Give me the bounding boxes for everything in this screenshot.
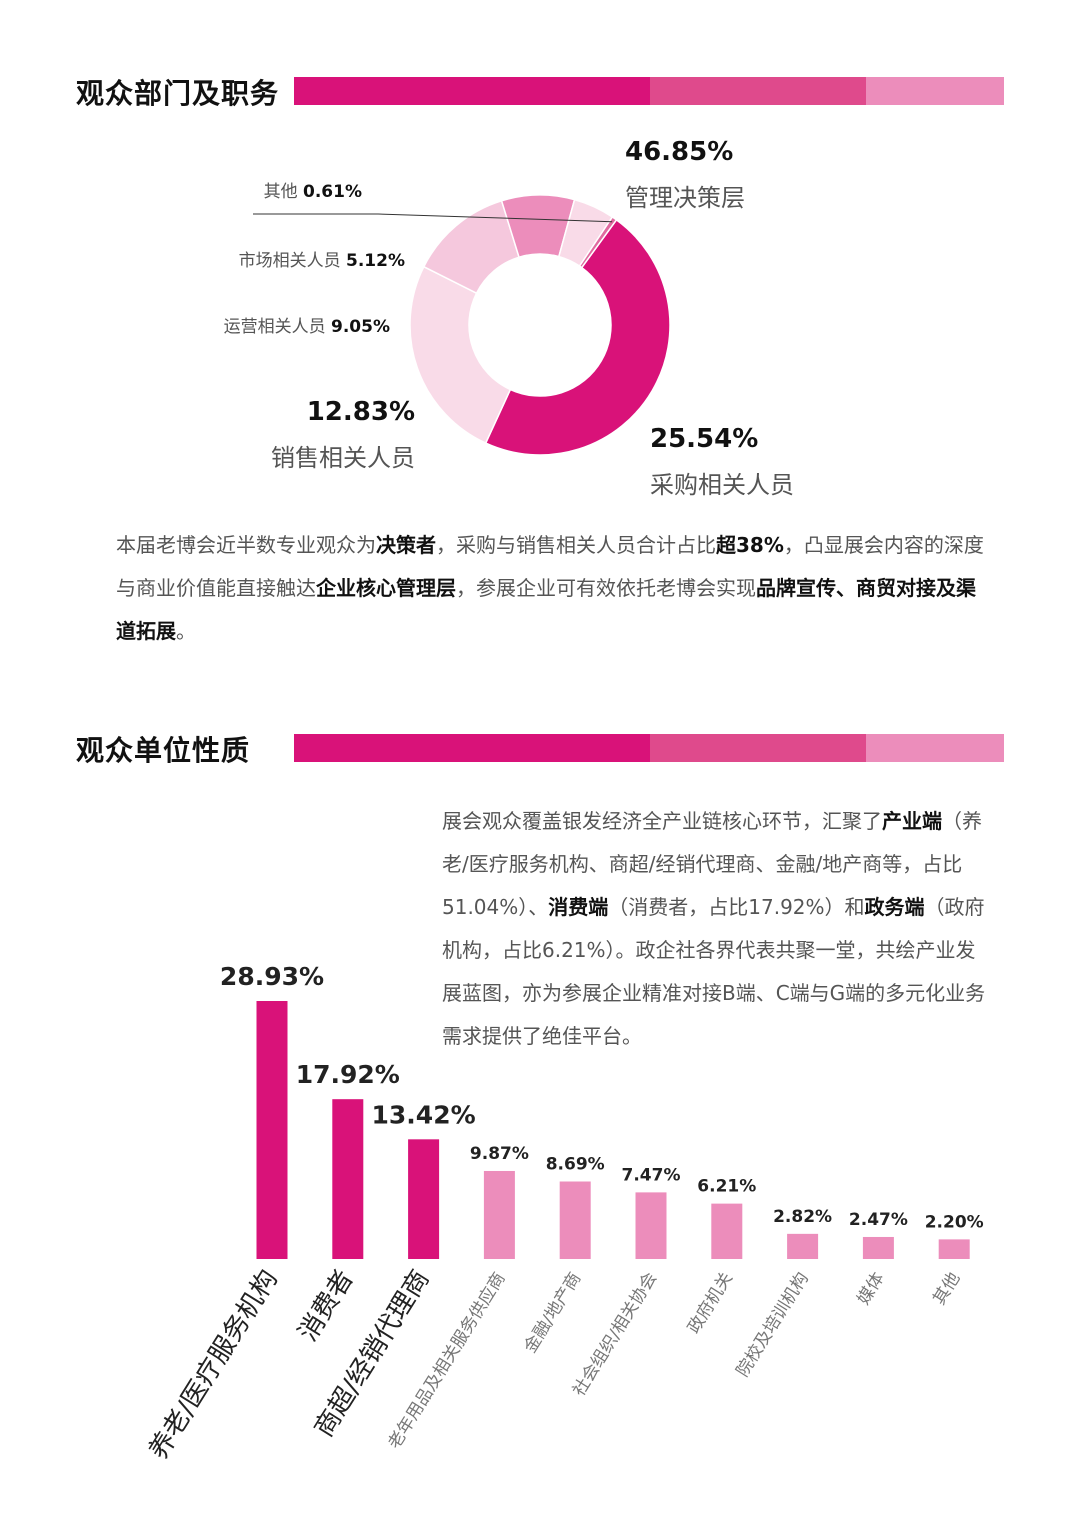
donut-small-label: 市场相关人员 5.12% [239, 251, 405, 271]
bar-value-label: 28.93% [220, 962, 324, 991]
bar-value-label: 13.42% [372, 1100, 476, 1129]
bar-value-label: 9.87% [470, 1144, 529, 1164]
bar [483, 1170, 515, 1259]
title-decor-bar [294, 77, 1004, 105]
section2-text: 展会观众覆盖银发经济全产业链核心环节，汇聚了 [442, 809, 882, 833]
section1-paragraph: 本届老博会近半数专业观众为决策者，采购与销售相关人员合计占比超38%，凸显展会内… [116, 524, 986, 653]
section1-text: ，采购与销售相关人员合计占比 [436, 533, 716, 557]
bar-value-label: 6.21% [697, 1177, 756, 1197]
donut-small-value: 5.12% [346, 251, 405, 271]
bar [862, 1236, 894, 1259]
donut-slice [484, 218, 671, 456]
donut-category-label: 采购相关人员 [650, 471, 794, 499]
bar-category-label: 消费者 [293, 1265, 360, 1347]
bar [635, 1192, 667, 1259]
section2-highlight: 消费端 [548, 895, 609, 919]
bar [332, 1099, 364, 1259]
bar [711, 1203, 743, 1259]
bar-value-label: 2.47% [849, 1210, 908, 1230]
donut-small-value: 9.05% [331, 317, 390, 337]
donut-small-label: 运营相关人员 9.05% [224, 317, 390, 337]
section1-highlight: 超38% [716, 533, 784, 557]
donut-small-category: 其他 [264, 182, 303, 202]
donut-small-category: 运营相关人员 [224, 317, 331, 337]
bar-category-label: 其他 [929, 1269, 964, 1308]
section2-text: （政府机构，占比6.21%）。政企社各界代表共聚一堂，共绘产业发展蓝图，亦为参展… [442, 895, 986, 1048]
section2-text: （养老/医疗服务机构、商超/经销代理商、金融/地产商等，占比51.04%）、 [442, 809, 982, 919]
donut-value-label: 12.83% [307, 397, 415, 427]
bar-category-label: 院校及培训机构 [733, 1269, 813, 1381]
bar [408, 1139, 440, 1259]
donut-slice [578, 215, 618, 269]
section2-highlight: 产业端 [882, 809, 942, 833]
bar-category-label: 媒体 [854, 1269, 889, 1308]
leader-line [253, 213, 613, 223]
bar-value-label: 7.47% [622, 1165, 681, 1185]
donut-value-label: 25.54% [650, 424, 758, 454]
bar [938, 1239, 970, 1259]
donut-small-label: 其他 0.61% [264, 182, 362, 202]
donut-category-label: 销售相关人员 [271, 444, 415, 472]
section1-text: ，凸显展会内容的深度与商业价值能直接触达 [116, 533, 984, 600]
bar-value-label: 2.20% [925, 1212, 984, 1232]
bar-chart: 28.93%养老/医疗服务机构17.92%消费者13.42%商超/经销代理商9.… [144, 962, 984, 1465]
section1-text: 。 [176, 619, 196, 643]
donut-chart: 46.85% 管理决策层 25.54% 采购相关人员 12.83% 销售相关人员 其他 0.… [224, 137, 794, 499]
bar [787, 1233, 819, 1259]
bar [559, 1181, 591, 1259]
section2-highlight: 政务端 [864, 895, 925, 919]
bar-category-label: 金融/地产商 [520, 1269, 585, 1357]
bar-value-label: 2.82% [773, 1207, 832, 1227]
section-title-departments: 观众部门及职务 [76, 77, 280, 110]
section-title-organization: 观众单位性质 [76, 734, 251, 767]
section1-text: 本届老博会近半数专业观众为 [116, 533, 376, 557]
donut-category-label: 管理决策层 [625, 184, 745, 212]
bar-value-label: 17.92% [296, 1060, 400, 1089]
section2-paragraph: 展会观众覆盖银发经济全产业链核心环节，汇聚了产业端（养老/医疗服务机构、商超/经… [442, 800, 990, 1058]
bar-category-label: 社会组织/相关协会 [569, 1269, 661, 1400]
section1-text: ，参展企业可有效依托老博会实现 [456, 576, 756, 600]
bar-value-label: 8.69% [546, 1155, 605, 1175]
section2-text: （消费者，占比17.92%）和 [608, 895, 865, 919]
section1-highlight: 企业核心管理层 [316, 576, 456, 600]
bar-category-label: 政府机关 [684, 1269, 737, 1337]
title-decor-bar [294, 734, 1004, 762]
donut-small-value: 0.61% [303, 182, 362, 202]
donut-small-category: 市场相关人员 [239, 251, 346, 271]
bar [256, 1001, 288, 1259]
donut-slice [409, 265, 512, 445]
section1-highlight: 决策者 [376, 533, 436, 557]
bar-category-label: 养老/医疗服务机构 [144, 1265, 284, 1465]
donut-value-label: 46.85% [625, 137, 733, 167]
section1-highlight: 品牌宣传、商贸对接及渠道拓展 [116, 576, 976, 643]
